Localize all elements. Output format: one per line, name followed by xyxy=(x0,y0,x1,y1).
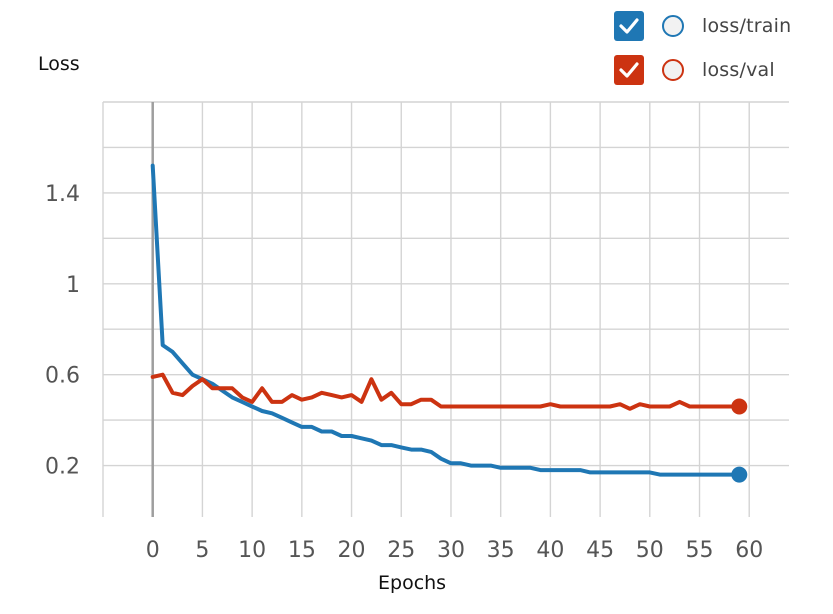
legend-label-val: loss/val xyxy=(702,59,775,81)
x-tick-label: 15 xyxy=(288,538,316,563)
legend-item-val[interactable]: loss/val xyxy=(614,52,791,88)
legend-label-train: loss/train xyxy=(702,15,792,37)
legend: loss/train loss/val xyxy=(614,8,791,96)
series-line-0 xyxy=(150,163,742,477)
y-axis-label: Loss xyxy=(38,53,80,75)
y-tick-label: 1 xyxy=(66,273,80,298)
train-checkbox[interactable] xyxy=(614,11,644,41)
x-tick-label: 50 xyxy=(636,538,664,563)
axes xyxy=(102,102,750,517)
grid-lines xyxy=(102,101,789,511)
x-tick-label: 40 xyxy=(536,538,564,563)
x-tick-label: 20 xyxy=(338,538,366,563)
x-tick-label: 55 xyxy=(686,538,714,563)
x-tick-label: 25 xyxy=(387,538,415,563)
checkmark-icon xyxy=(619,18,639,34)
x-tick-label: 0 xyxy=(146,538,160,563)
tick-labels: 0 5 10 15 20 25 30 35 40 45 50 55 60 0.2 0.6 1 1.4 xyxy=(45,182,763,563)
checkmark-icon xyxy=(619,62,639,78)
y-tick-label: 0.2 xyxy=(45,455,80,480)
x-tick-label: 45 xyxy=(586,538,614,563)
x-tick-label: 60 xyxy=(735,538,763,563)
train-series-circle-icon xyxy=(662,15,684,37)
series-endpoint-0 xyxy=(731,466,748,483)
x-axis-label: Epochs xyxy=(378,572,447,594)
x-tick-label: 35 xyxy=(487,538,515,563)
legend-item-train[interactable]: loss/train xyxy=(614,8,791,44)
val-series-circle-icon xyxy=(662,59,684,81)
x-tick-label: 5 xyxy=(195,538,209,563)
y-tick-label: 0.6 xyxy=(45,364,80,389)
series-endpoint-1 xyxy=(731,398,748,415)
x-tick-label: 10 xyxy=(238,538,266,563)
series-lines xyxy=(150,163,748,483)
series-line-1 xyxy=(150,372,742,411)
y-tick-label: 1.4 xyxy=(45,182,80,207)
val-checkbox[interactable] xyxy=(614,55,644,85)
x-tick-label: 30 xyxy=(437,538,465,563)
